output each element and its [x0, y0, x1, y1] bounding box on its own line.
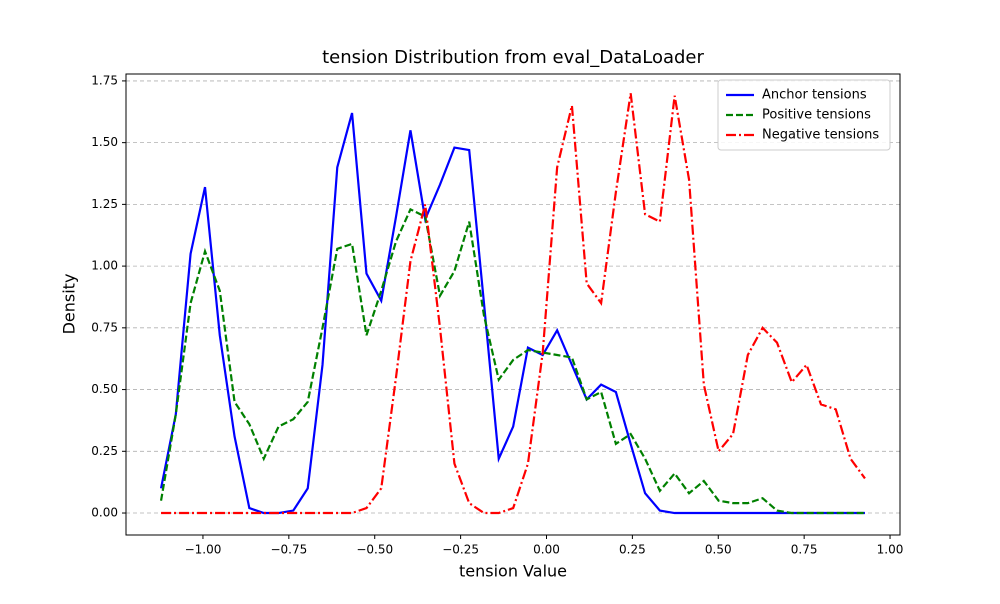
x-tick-label: 0.75: [791, 543, 818, 557]
y-tick-label: 0.75: [91, 320, 118, 334]
legend-box: [717, 79, 891, 151]
y-tick-label: 1.50: [91, 135, 118, 149]
x-tick-label: 1.00: [877, 543, 904, 557]
x-tick-label: −0.50: [356, 543, 393, 557]
legend: Anchor tensions Positive tensions Negative…: [717, 79, 891, 151]
y-tick-label: 1.25: [91, 197, 118, 211]
y-tick-label: 1.00: [91, 259, 118, 273]
x-tick-label: 0.50: [705, 543, 732, 557]
x-tick-label: −0.25: [442, 543, 479, 557]
series-line: [161, 93, 866, 515]
x-tick-label: −1.00: [185, 543, 222, 557]
y-tick-label: 1.75: [91, 73, 118, 87]
x-tick-label: 0.00: [533, 543, 560, 557]
plot-frame: [125, 73, 901, 536]
y-axis-label: Density: [60, 274, 79, 335]
x-axis-label: tension Value: [459, 562, 567, 581]
legend-label: Anchor tensions: [762, 88, 867, 103]
x-tick-label: 0.25: [619, 543, 646, 557]
y-tick-label: 0.50: [91, 382, 118, 396]
series-line: [159, 207, 865, 515]
legend-label: Positive tensions: [762, 108, 871, 123]
legend-label: Negative tensions: [762, 128, 879, 143]
y-tick-label: 0.25: [91, 444, 118, 458]
chart-title: tension Distribution from eval_DataLoade…: [322, 47, 704, 68]
x-tick-label: −0.75: [270, 543, 307, 557]
y-tick-label: 0.00: [91, 506, 118, 520]
